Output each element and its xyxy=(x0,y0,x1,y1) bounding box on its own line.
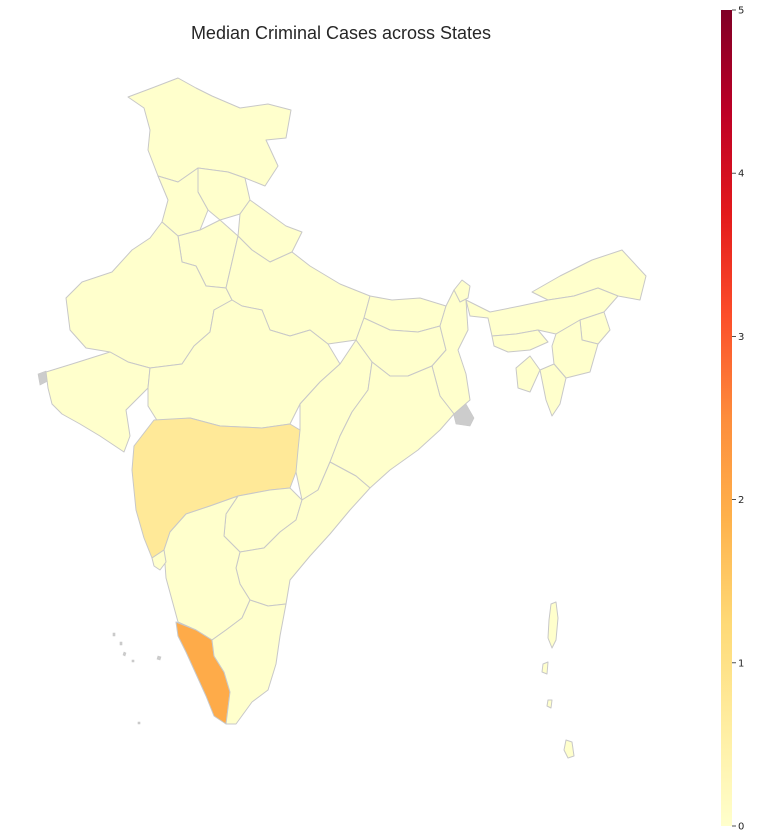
colorbar-ticks: 0 1 2 3 4 5 xyxy=(732,6,744,833)
india-states: Jammu & Kashmir Himachal Pradesh Punjab … xyxy=(45,77,647,759)
chart-title: Median Criminal Cases across States xyxy=(191,23,491,43)
region-meghalaya[interactable]: Meghalaya xyxy=(491,329,549,353)
colorbar-tick-label: 0 xyxy=(738,822,744,833)
region-gujarat[interactable]: Gujarat xyxy=(45,351,151,453)
region-odisha[interactable]: Odisha xyxy=(329,361,455,489)
colorbar-tick-label: 1 xyxy=(738,658,744,669)
colorbar-tick-label: 3 xyxy=(738,332,744,343)
region-tamil-nadu[interactable]: Tamil Nadu xyxy=(211,599,287,725)
colorbar xyxy=(721,10,732,826)
region-karnataka[interactable]: Karnataka xyxy=(163,495,251,641)
region-andaman-nicobar[interactable]: Andaman & Nicobar xyxy=(541,601,575,759)
colorbar-tick-label: 4 xyxy=(738,169,744,180)
region-sikkim[interactable]: Sikkim xyxy=(453,279,471,303)
region-goa[interactable]: Goa xyxy=(151,549,167,571)
region-jammu-kashmir[interactable]: Jammu & Kashmir xyxy=(127,77,292,187)
colorbar-tick-label: 5 xyxy=(738,6,744,17)
colorbar-tick-label: 2 xyxy=(738,495,744,506)
region-manipur[interactable]: Manipur xyxy=(551,319,599,379)
region-tripura[interactable]: Tripura xyxy=(515,355,541,393)
region-mizoram[interactable]: Mizoram xyxy=(539,363,567,417)
no-data-area xyxy=(112,632,162,725)
region-punjab[interactable]: Punjab xyxy=(157,167,209,237)
